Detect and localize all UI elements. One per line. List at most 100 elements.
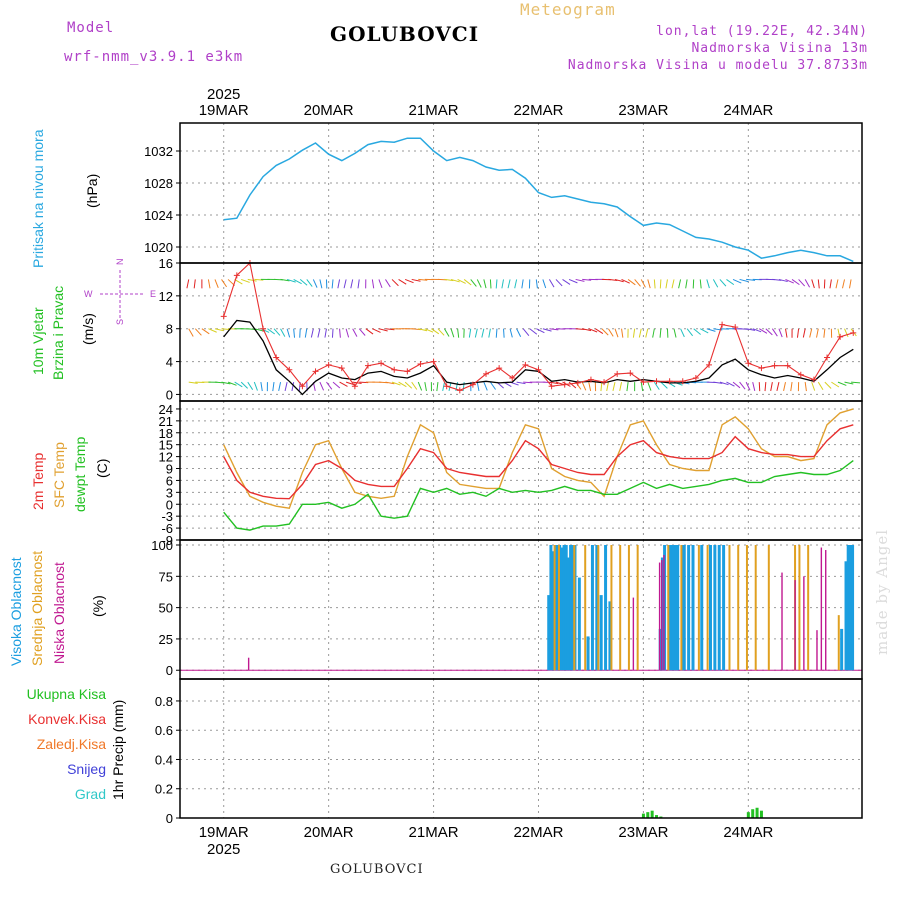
wind-arrow — [358, 328, 366, 336]
wind-arrow — [790, 382, 793, 392]
wind-gust-marker — [378, 360, 385, 367]
ytick-label-1-2: 8 — [166, 322, 173, 337]
cloud-bar-1 — [636, 545, 639, 671]
wind-arrow — [568, 381, 577, 389]
wind-arrow — [450, 278, 460, 283]
cloud-bar-0 — [551, 551, 555, 671]
bottom-day-label-3: 22MAR — [513, 824, 563, 841]
wind-arrow — [680, 328, 685, 338]
panel-frame-3 — [179, 539, 863, 680]
wind-arrow — [214, 328, 224, 332]
wind-arrow — [260, 382, 263, 392]
wind-arrow — [201, 328, 210, 335]
wind-arrow — [372, 328, 381, 333]
wind-arrow — [457, 278, 466, 284]
cloud-bar-1 — [667, 545, 670, 671]
wind-gust-marker — [509, 375, 516, 381]
wind-arrow — [476, 382, 480, 392]
wind-arrow — [365, 328, 374, 335]
bottom-day-label-2: 21MAR — [409, 824, 459, 841]
footer-station: GOLUBOVCI — [330, 862, 424, 877]
ytick-label-4-0: 0 — [166, 811, 173, 826]
ytick-label-2-11: 24 — [159, 402, 173, 417]
wind-gust-marker — [574, 379, 581, 386]
wind-arrow — [299, 279, 308, 286]
wind-arrow — [575, 278, 585, 282]
wind-arrow — [778, 328, 783, 338]
wind-arrow — [444, 328, 450, 337]
cloud-bar-1 — [573, 545, 576, 671]
cloud-bar-0 — [669, 545, 673, 671]
wind-arrow — [391, 381, 401, 386]
cloud-bar-1 — [706, 545, 709, 671]
ytick-label-0-3: 1032 — [144, 144, 173, 159]
wind-arrow — [371, 279, 375, 289]
cloud-bar-1 — [837, 615, 840, 671]
wind-arrow — [653, 279, 656, 289]
panel-frame-2 — [179, 400, 863, 541]
wind-arrow — [739, 381, 746, 390]
cloud-bar-0 — [566, 557, 570, 671]
ytick-label-2-10: 21 — [159, 414, 173, 429]
wind-arrow — [752, 328, 762, 333]
wind-arrow — [468, 328, 472, 338]
cloud-bar-0 — [851, 545, 855, 671]
wind-arrow — [417, 381, 423, 391]
wind-arrow — [411, 328, 421, 331]
wind-arrow — [752, 381, 756, 391]
wind-arrow — [732, 278, 742, 284]
wind-arrow — [457, 328, 460, 338]
wind-arrow — [280, 278, 290, 282]
wind-arrow — [732, 381, 741, 389]
wind-arrow — [207, 279, 211, 289]
bottom-day-label-5: 24MAR — [723, 824, 773, 841]
wind-arrow — [770, 382, 773, 392]
wind-gust-marker — [679, 378, 686, 385]
wind-arrow — [831, 381, 840, 388]
wind-arrow — [463, 279, 472, 286]
cloud-bar-0 — [599, 595, 603, 671]
wind-arrow — [627, 279, 636, 286]
wind-arrow — [785, 328, 788, 338]
wind-arrow — [357, 279, 360, 289]
wind-gust-marker — [810, 376, 817, 383]
wind-gust-marker — [312, 368, 319, 375]
wind-arrow — [835, 279, 839, 289]
wind-arrow — [829, 279, 832, 289]
wind-arrow — [227, 381, 237, 386]
cloud-bar-2 — [781, 572, 783, 671]
wind-arrow — [273, 328, 281, 336]
ytick-label-2-8: 15 — [159, 438, 173, 453]
ytick-label-2-4: 3 — [166, 485, 173, 500]
precip-frozen-label: Zaledj.Kisa — [36, 736, 106, 752]
wind-arrow — [535, 279, 538, 289]
wind-gust-marker — [797, 371, 804, 378]
wind-gust-marker — [758, 365, 765, 372]
wind-arrow — [652, 328, 655, 338]
wind-arrow — [448, 381, 452, 391]
wind-arrow — [503, 328, 505, 338]
wind-arrow — [706, 328, 716, 332]
wind-arrow — [306, 279, 313, 287]
cloud-bar-2 — [825, 550, 827, 671]
ytick-label-2-2: -3 — [161, 509, 173, 524]
wind-arrow — [398, 279, 407, 285]
wind-arrow — [802, 328, 806, 338]
cloud-bar-0 — [687, 545, 691, 671]
wind-arrow — [645, 328, 649, 338]
wind-arrow — [804, 382, 807, 392]
wind-arrow — [817, 279, 820, 289]
precip-bar — [759, 810, 763, 818]
wind-arrow — [811, 279, 815, 289]
wind-arrow — [653, 381, 660, 390]
cloud-bar-2 — [658, 562, 661, 671]
wind-arrow — [280, 328, 286, 337]
wind-arrow — [713, 381, 723, 384]
ytick-label-1-3: 12 — [159, 289, 173, 304]
wind-arrow — [509, 328, 513, 338]
wind-arrow — [746, 328, 756, 331]
precip-total-label: Ukupna Kisa — [26, 686, 106, 702]
wind-gust-marker — [837, 333, 844, 340]
precip-bar — [751, 809, 755, 818]
wind-arrow — [522, 328, 530, 336]
